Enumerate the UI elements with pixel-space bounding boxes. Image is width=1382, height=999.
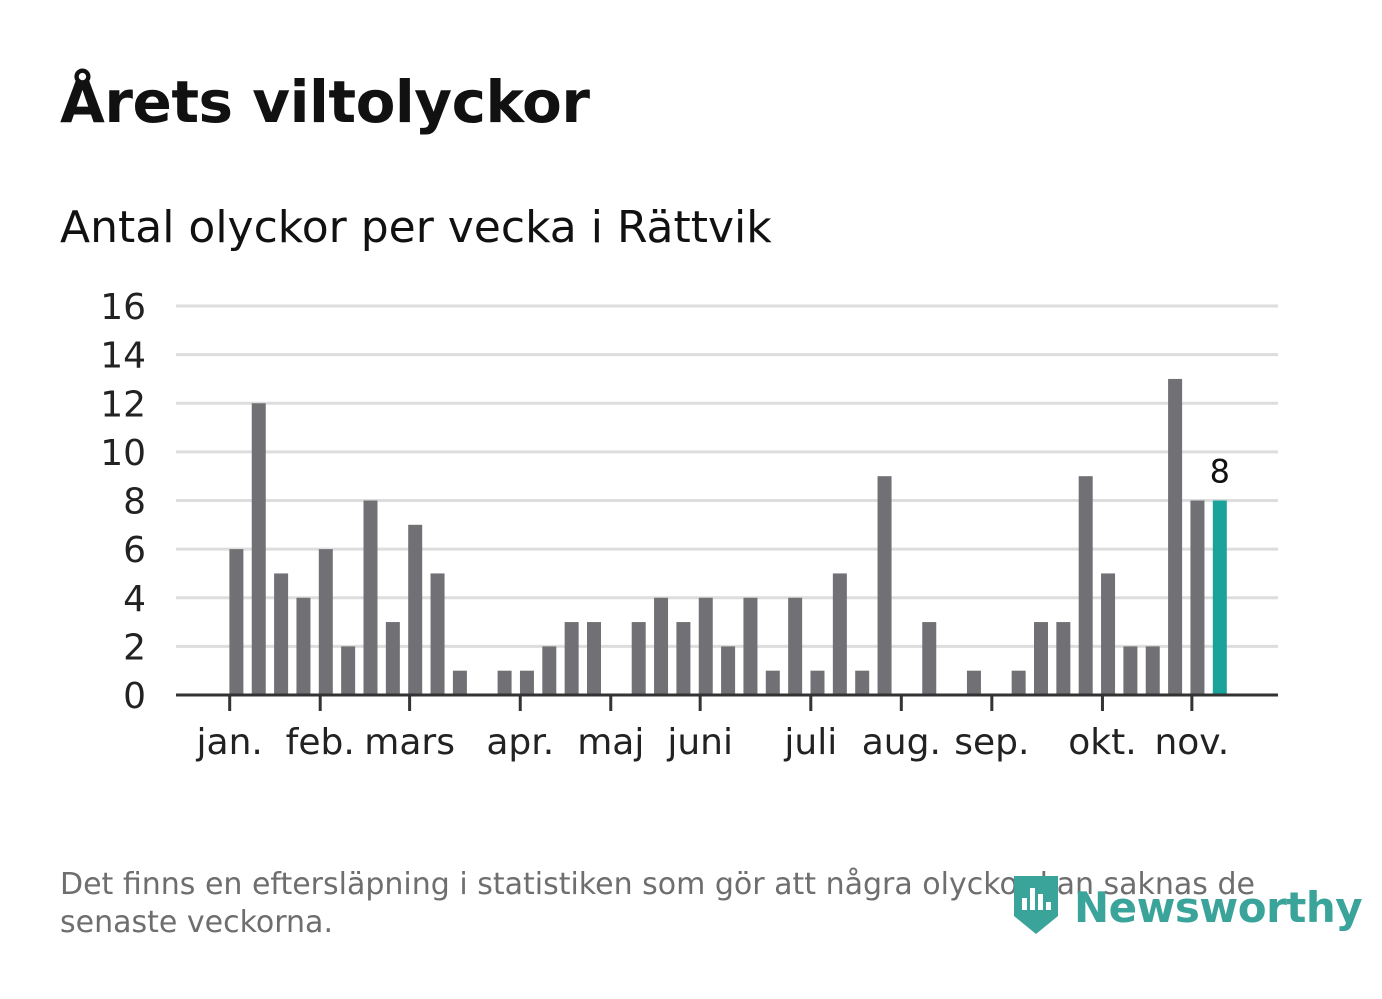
y-tick-label: 14 bbox=[100, 336, 146, 377]
bar bbox=[788, 597, 803, 695]
bar bbox=[274, 573, 289, 695]
bar bbox=[363, 500, 378, 695]
y-tick-label: 2 bbox=[123, 627, 146, 668]
bar bbox=[1034, 622, 1048, 695]
bar bbox=[296, 597, 311, 695]
y-tick-label: 16 bbox=[100, 287, 146, 328]
bar bbox=[765, 670, 780, 695]
y-axis-ticks: 0 2 4 6 8 10 12 14 16 bbox=[100, 287, 146, 717]
x-tick-label: okt. bbox=[1068, 722, 1136, 763]
brand-logo[interactable]: Newsworthy bbox=[1010, 872, 1363, 942]
bar bbox=[587, 622, 601, 695]
bar bbox=[1101, 573, 1116, 695]
bar bbox=[676, 622, 691, 695]
newsworthy-logo-icon bbox=[1010, 872, 1062, 942]
y-tick-label: 0 bbox=[123, 676, 146, 717]
data-label-last-week: 8 bbox=[1210, 453, 1230, 491]
bar bbox=[564, 622, 579, 695]
bar bbox=[721, 646, 736, 695]
y-tick-label: 8 bbox=[123, 482, 146, 523]
bar bbox=[318, 549, 333, 695]
y-tick-label: 12 bbox=[100, 384, 146, 425]
bar bbox=[1145, 646, 1160, 695]
x-tick-label: sep. bbox=[954, 722, 1029, 763]
brand-name: Newsworthy bbox=[1074, 882, 1363, 932]
bar bbox=[229, 549, 244, 695]
chart-title: Årets viltolyckor bbox=[60, 68, 590, 136]
x-tick-label: nov. bbox=[1154, 722, 1229, 763]
bar bbox=[408, 524, 423, 695]
gridlines bbox=[176, 304, 1278, 648]
x-tick-label: juni bbox=[666, 722, 733, 763]
bar bbox=[452, 670, 467, 695]
bar bbox=[877, 476, 892, 695]
bar bbox=[497, 670, 512, 695]
bar bbox=[1123, 646, 1138, 695]
x-tick-label: aug. bbox=[862, 722, 941, 763]
bar bbox=[1078, 476, 1093, 695]
bar bbox=[631, 622, 646, 695]
bar-highlight bbox=[1212, 500, 1227, 695]
bar bbox=[1168, 378, 1183, 695]
bar bbox=[810, 670, 825, 695]
y-tick-label: 10 bbox=[100, 433, 146, 474]
bar bbox=[341, 646, 356, 695]
bar bbox=[832, 573, 847, 695]
bar bbox=[966, 670, 981, 695]
chart-subtitle: Antal olyckor per vecka i Rättvik bbox=[60, 202, 772, 253]
bar bbox=[855, 670, 870, 695]
bar bbox=[654, 597, 669, 695]
bar bbox=[519, 670, 534, 695]
bar bbox=[542, 646, 557, 695]
bar bbox=[385, 622, 400, 695]
bar bbox=[922, 622, 937, 695]
bar bbox=[430, 573, 445, 695]
bar bbox=[251, 403, 266, 695]
data-labels: 8 bbox=[1210, 453, 1230, 491]
bar bbox=[698, 597, 713, 695]
x-tick-label: feb. bbox=[286, 722, 355, 763]
x-tick-label: juli bbox=[783, 722, 837, 763]
x-axis: jan. feb. mars apr. maj juni juli aug. sep. okt. n… bbox=[176, 693, 1278, 763]
x-tick-label: mars bbox=[364, 722, 455, 763]
x-tick-label: apr. bbox=[486, 722, 554, 763]
x-tick-label: maj bbox=[577, 722, 644, 763]
y-tick-label: 6 bbox=[123, 530, 146, 571]
bar bbox=[1190, 500, 1205, 695]
bar bbox=[1056, 622, 1071, 695]
x-tick-label: jan. bbox=[196, 722, 263, 763]
y-tick-label: 4 bbox=[123, 579, 146, 620]
bar bbox=[1011, 670, 1026, 695]
bars bbox=[229, 378, 1227, 695]
bar bbox=[743, 597, 758, 695]
